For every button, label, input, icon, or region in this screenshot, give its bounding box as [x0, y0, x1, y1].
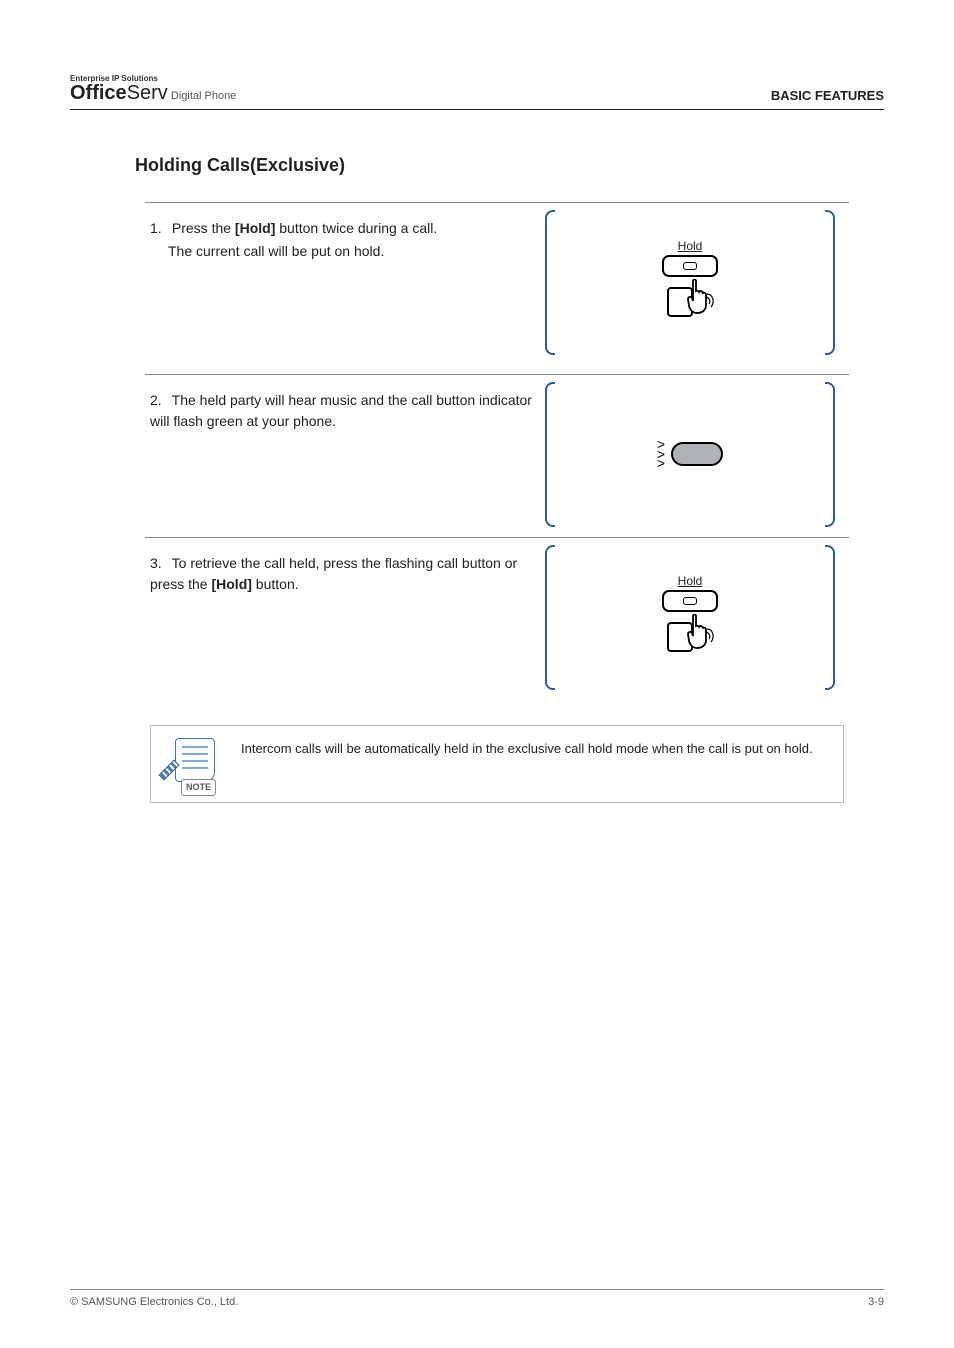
divider — [145, 202, 849, 203]
logo-sub: Digital Phone — [168, 90, 237, 102]
step-suffix: button. — [252, 576, 299, 592]
step-body: The held party will hear music and the c… — [150, 392, 532, 429]
step-num: 2. — [150, 390, 168, 411]
step-row: 3. To retrieve the call held, press the … — [150, 545, 844, 690]
step-row: 2. The held party will hear music and th… — [150, 382, 844, 527]
divider — [145, 537, 849, 538]
step-num: 3. — [150, 553, 168, 574]
footer-page-num: 3-9 — [868, 1296, 884, 1308]
page-footer: © SAMSUNG Electronics Co., Ltd. 3-9 — [70, 1289, 884, 1308]
step-text: 3. To retrieve the call held, press the … — [150, 545, 535, 690]
step-row: 1. Press the [Hold] button twice during … — [150, 210, 844, 355]
note-text: Intercom calls will be automatically hel… — [241, 740, 829, 759]
panel-content: > > > — [559, 388, 821, 521]
press-hand-icon — [665, 281, 715, 327]
step-text: 2. The held party will hear music and th… — [150, 382, 535, 527]
blink-icon: > > > — [657, 440, 723, 469]
illustration-panel: Hold — [545, 210, 835, 355]
page-header: Enterprise IP Solutions OfficeServ Digit… — [70, 75, 884, 110]
step-num: 1. — [150, 218, 168, 239]
step-prefix: Press the — [172, 220, 235, 236]
step-sub: The current call will be put on hold. — [168, 241, 535, 262]
footer-copyright: © SAMSUNG Electronics Co., Ltd. — [70, 1296, 238, 1308]
step-text: 1. Press the [Hold] button twice during … — [150, 210, 535, 355]
panel-content: Hold — [559, 551, 821, 684]
illustration-panel: Hold — [545, 545, 835, 690]
logo-regular: Serv — [127, 82, 168, 104]
call-button-icon — [671, 442, 723, 466]
hold-keyword: [Hold] — [211, 576, 251, 592]
note-box: NOTE Intercom calls will be automaticall… — [150, 725, 844, 803]
hold-button-icon — [662, 590, 718, 612]
section-title: Holding Calls(Exclusive) — [135, 155, 345, 176]
step-prefix: To retrieve the call held, press the fla… — [150, 555, 517, 592]
note-icon: NOTE — [161, 736, 225, 796]
header-section: BASIC FEATURES — [771, 88, 884, 103]
panel-content: Hold — [559, 216, 821, 349]
hold-button-icon — [662, 255, 718, 277]
logo-bold: Office — [70, 82, 127, 104]
hold-label: Hold — [678, 574, 703, 588]
logo-main: OfficeServ Digital Phone — [70, 83, 236, 103]
press-hand-icon — [665, 616, 715, 662]
hold-label: Hold — [678, 239, 703, 253]
blink-arrows-icon: > > > — [657, 440, 665, 469]
divider — [145, 374, 849, 375]
logo: Enterprise IP Solutions OfficeServ Digit… — [70, 75, 236, 103]
step-suffix: button twice during a call. — [275, 220, 437, 236]
hold-keyword: [Hold] — [235, 220, 275, 236]
note-label: NOTE — [181, 779, 216, 796]
illustration-panel: > > > — [545, 382, 835, 527]
